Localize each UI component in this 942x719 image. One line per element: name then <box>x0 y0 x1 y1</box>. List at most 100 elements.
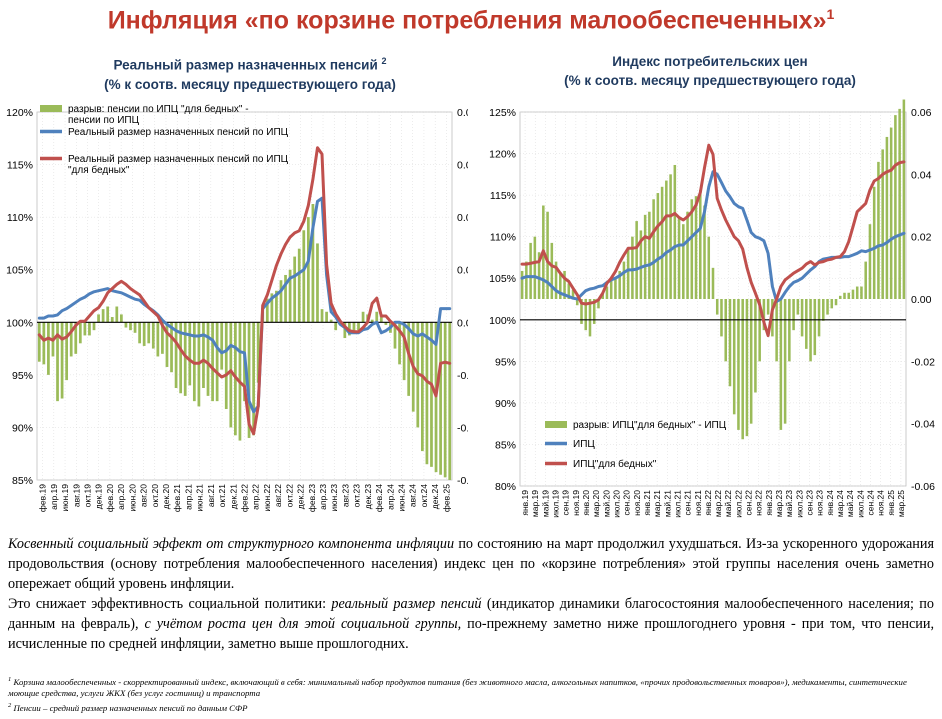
gap-bar <box>817 299 821 337</box>
gap-bar <box>398 322 401 365</box>
gap-bar <box>229 322 233 428</box>
gap-bar <box>316 243 319 323</box>
gap-bar <box>881 149 884 299</box>
y-left-tick-label: 115% <box>490 190 516 202</box>
x-tick-label: апр.20 <box>116 484 126 510</box>
x-tick-label: янв.19 <box>520 490 530 516</box>
y-left-tick-label: 110% <box>7 212 33 224</box>
x-tick-label: янв.23 <box>764 490 774 516</box>
gap-bar <box>783 299 787 424</box>
gap-bar <box>393 322 397 349</box>
x-tick-label: сен.20 <box>622 490 632 516</box>
y-right-tick-label: 0.02 <box>911 232 932 244</box>
gap-bar <box>115 306 119 323</box>
gap-bar <box>334 322 338 331</box>
gap-bar <box>211 322 214 402</box>
gap-bar <box>420 322 424 452</box>
y-left-tick-label: 85% <box>12 475 33 487</box>
x-tick-label: янв.21 <box>642 490 652 516</box>
gap-bar <box>384 322 388 325</box>
gap-bar <box>588 299 592 337</box>
chart-right-subtitle: Индекс потребительских цен (% к соотв. м… <box>564 54 856 88</box>
gap-bar <box>575 299 579 306</box>
gap-bar <box>885 136 889 299</box>
gap-bar <box>656 193 660 299</box>
x-tick-label: фев.23 <box>307 484 317 512</box>
gap-bar <box>101 309 105 323</box>
gap-bar <box>665 180 668 299</box>
gap-bar <box>78 322 82 344</box>
gap-bar <box>838 295 842 299</box>
y-left-tick-label: 115% <box>7 160 33 172</box>
y-right-tick-label: -0.06 <box>911 481 935 493</box>
y-left-tick-label: 120% <box>6 107 33 119</box>
y-right-tick-label: 0.00 <box>457 317 468 329</box>
y-right-tick-label: -0.04 <box>911 419 935 431</box>
gap-bar <box>554 261 558 299</box>
x-tick-label: фев.24 <box>374 484 384 512</box>
gap-bar <box>47 322 50 375</box>
x-tick-label: мар.21 <box>652 490 662 517</box>
gap-bar <box>165 322 169 367</box>
gap-bar <box>174 322 178 388</box>
gap-bar <box>279 280 283 323</box>
gap-bar <box>635 221 638 299</box>
gap-bar <box>775 299 778 362</box>
legend-swatch-bar <box>40 105 62 112</box>
gap-bar <box>247 322 251 438</box>
x-tick-label: ноя.23 <box>815 490 825 516</box>
y-left-tick-label: 120% <box>489 149 516 161</box>
chart-left-subtitle: Реальный размер назначенных пенсий 2 (% … <box>104 56 396 92</box>
gap-bar <box>525 261 528 299</box>
chart-pensions: 85% 90% 95% 100% 105% 110% 115% 120% -0.06 -0.04 -… <box>6 103 468 512</box>
y-left-tick-label: 105% <box>489 273 516 285</box>
x-tick-label: ноя.19 <box>571 490 581 516</box>
gap-bar <box>660 186 664 299</box>
x-tick-label: янв.24 <box>825 490 835 516</box>
y-right-tick-label: -0.02 <box>911 356 935 368</box>
x-tick-label: апр.19 <box>49 484 59 510</box>
x-tick-label: авг.22 <box>273 484 283 507</box>
x-tick-label: сен.21 <box>683 490 693 516</box>
x-tick-label: сен.19 <box>561 490 571 516</box>
gap-bar <box>788 299 791 362</box>
x-tick-label: авг.23 <box>340 484 350 507</box>
y-right-tick-label: 0.00 <box>911 294 932 306</box>
y-left-tick-label: 100% <box>6 317 33 329</box>
gap-bar <box>320 309 324 323</box>
gap-bar <box>872 186 876 299</box>
x-tick-label: дек.24 <box>430 484 440 509</box>
gap-bar <box>56 322 59 402</box>
y-left-tick-label: 125% <box>489 107 516 119</box>
gap-bar <box>737 299 740 430</box>
gap-bar <box>745 299 749 437</box>
gap-bar <box>686 211 689 299</box>
x-tick-label: июн.21 <box>195 484 205 512</box>
legend-label: разрыв: пенсии по ИПЦ "для бедных" -пенс… <box>68 103 249 126</box>
gap-bar <box>311 204 315 323</box>
gap-bar <box>728 299 732 387</box>
gap-bar <box>550 242 554 299</box>
x-tick-label: ноя.20 <box>632 490 642 516</box>
x-tick-label: апр.22 <box>251 484 261 510</box>
gap-bar <box>563 270 566 299</box>
gap-bar <box>224 322 228 410</box>
x-tick-label: мар.24 <box>835 490 845 517</box>
x-tick-label: дек.19 <box>94 484 104 509</box>
x-tick-label: сен.23 <box>805 490 815 516</box>
y-left-tick-label: 80% <box>495 481 516 493</box>
gap-bar <box>822 299 825 321</box>
gap-bar <box>669 174 672 299</box>
gap-bar <box>375 311 379 323</box>
x-tick-label: мар.19 <box>530 490 540 517</box>
gap-bar <box>220 322 224 370</box>
gap-bar <box>170 322 173 373</box>
gap-bar <box>343 322 347 339</box>
x-tick-label: июл.24 <box>855 490 865 518</box>
gap-bar <box>597 299 600 309</box>
gap-bar <box>860 286 863 299</box>
gap-bar <box>762 299 766 331</box>
gap-bar <box>643 214 647 299</box>
gap-bar <box>407 322 411 396</box>
gap-bar <box>252 322 255 436</box>
